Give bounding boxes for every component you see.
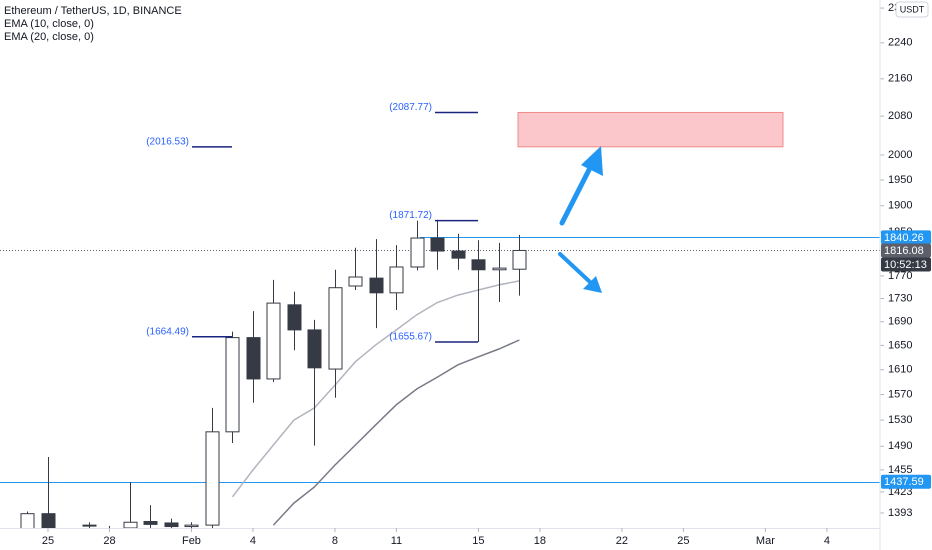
candle-down	[164, 522, 179, 528]
ema-line	[231, 280, 520, 498]
arrow-up	[559, 146, 603, 226]
target-zone	[517, 111, 784, 148]
legend-entry: EMA (20, close, 0)	[4, 31, 94, 43]
y-tick-label: 1950	[888, 174, 912, 186]
x-tick-label: 4	[250, 535, 256, 547]
candle-up	[492, 267, 507, 271]
x-tick-label: Feb	[182, 535, 201, 547]
x-tick-label: 8	[332, 535, 338, 547]
x-tick-label: 22	[616, 535, 628, 547]
y-tick-label: 1770	[888, 270, 912, 282]
ema-line	[272, 339, 520, 526]
last-price-label: 1816.08	[884, 245, 924, 257]
candle-up	[348, 276, 363, 287]
x-tick-label: 25	[677, 535, 689, 547]
candle-down	[369, 277, 384, 294]
currency-box	[895, 1, 929, 18]
candle-down	[451, 250, 466, 259]
x-tick-label: Mar	[756, 535, 775, 547]
y-tick-label: 1393	[888, 507, 912, 519]
y-tick-label: 1423	[888, 486, 912, 498]
y-tick-label: 1455	[888, 464, 912, 476]
annotation-label: (2016.53)	[146, 136, 189, 147]
candle-up	[389, 266, 404, 294]
candle-up	[205, 431, 220, 526]
y-tick-label: 1530	[888, 414, 912, 426]
y-tick-label: 1570	[888, 388, 912, 400]
plot-area: (2087.77) (2016.53) (1871.72) (1664.49) (165…	[0, 102, 880, 528]
y-tick-label: 2080	[888, 110, 912, 122]
y-tick-label: 1730	[888, 292, 912, 304]
countdown-box	[881, 257, 931, 272]
y-tick-label: 1610	[888, 364, 912, 376]
y-tick-label: 1490	[888, 440, 912, 452]
y-tick-label: 1650	[888, 339, 912, 351]
candle-up	[410, 237, 425, 268]
x-tick-label: 28	[103, 535, 115, 547]
last-price-label-box	[881, 243, 931, 258]
candle-up	[328, 287, 343, 370]
x-tick-label: 4	[824, 535, 830, 547]
annotation-label: (2087.77)	[389, 102, 432, 113]
price-line-label-box	[881, 474, 931, 489]
x-tick-label: 15	[472, 535, 484, 547]
candle-down	[471, 259, 486, 271]
candle-down	[246, 337, 261, 380]
candle-down	[430, 237, 445, 252]
y-tick-label: 1900	[888, 200, 912, 212]
candle-down	[307, 329, 322, 369]
x-tick-label: 18	[534, 535, 546, 547]
y-tick-label: 2160	[888, 73, 912, 85]
legend-entry: EMA (10, close, 0)	[4, 18, 94, 30]
arrow-down	[558, 252, 602, 293]
price-line-label: 1437.59	[884, 476, 924, 488]
annotation-label: (1655.67)	[389, 332, 432, 343]
candle-down	[287, 304, 302, 331]
price-axis: 2320224021602080200019501900185017701730…	[880, 1, 931, 519]
candle-down	[143, 521, 158, 525]
candle-up	[225, 337, 240, 433]
y-tick-label: 2240	[888, 37, 912, 49]
candle-up	[512, 249, 527, 270]
countdown: 10:52:13	[884, 259, 927, 271]
candle-up	[82, 524, 97, 527]
price-line-label-box	[881, 230, 931, 245]
annotation-label: (1664.49)	[146, 326, 189, 337]
y-tick-label: 1690	[888, 316, 912, 328]
x-tick-label: 25	[42, 535, 54, 547]
x-tick-label: 11	[391, 535, 402, 547]
candle-up	[266, 302, 281, 380]
candle-up	[123, 521, 138, 528]
currency: USDT	[900, 4, 925, 14]
chart-title: Ethereum / TetherUS, 1D, BINANCE	[4, 5, 182, 17]
price-line-label: 1840.26	[884, 232, 924, 244]
annotation-label: (1871.72)	[389, 210, 432, 221]
candle-up	[20, 513, 35, 528]
candle-up	[184, 524, 199, 528]
y-tick-label: 2000	[888, 149, 912, 161]
candle-down	[41, 513, 56, 528]
